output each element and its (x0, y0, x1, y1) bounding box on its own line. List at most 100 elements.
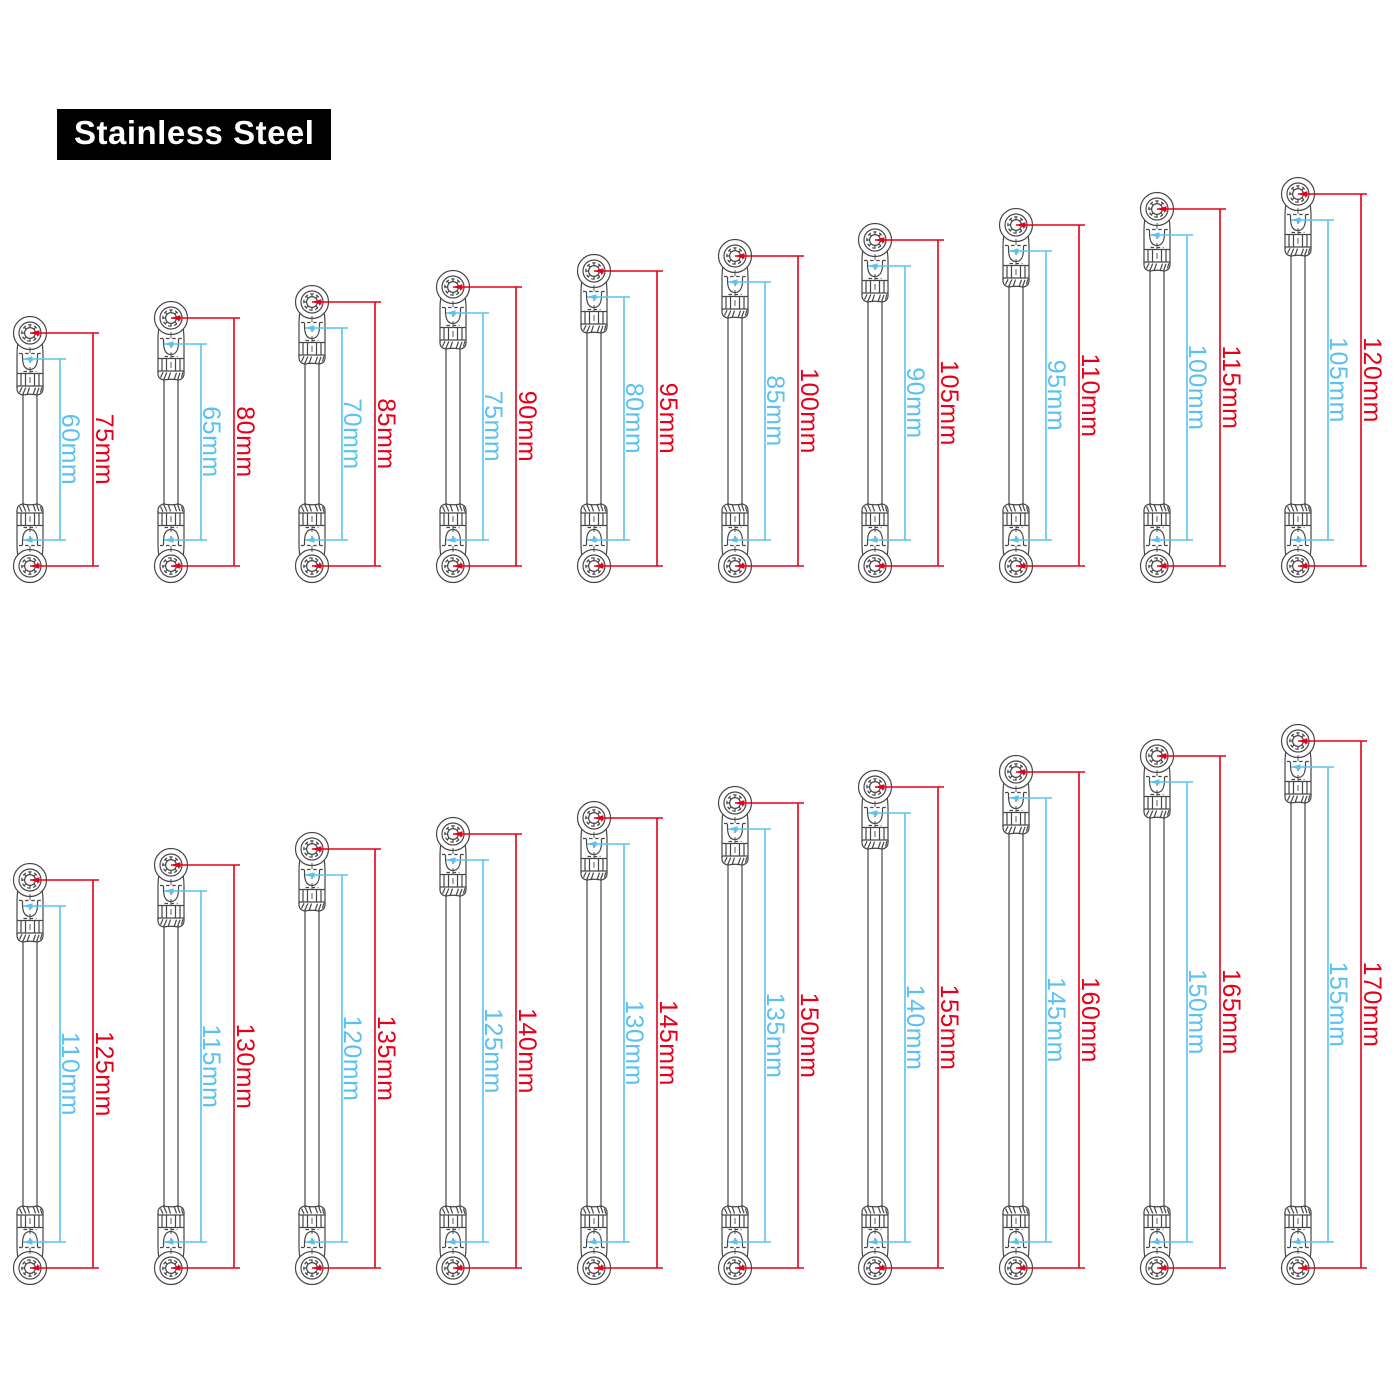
outer-dimension-lines (453, 284, 522, 569)
outer-dimension-lines (875, 237, 944, 569)
outer-length-label: 100mm (795, 368, 823, 454)
outer-length-label: 95mm (654, 383, 682, 454)
outer-length-label: 160mm (1076, 977, 1104, 1063)
inner-dimension-lines (1150, 779, 1193, 1245)
rod-figure-120mm: 120mm 105mm (1280, 176, 1386, 584)
rod-drawing (998, 754, 1034, 1286)
rod-figure-135mm: 135mm 120mm (294, 831, 400, 1286)
material-title: Stainless Steel (57, 109, 332, 160)
rod-drawing (153, 847, 189, 1286)
rod-shaft (1149, 269, 1165, 506)
rod-figure-125mm: 125mm 110mm (12, 862, 118, 1286)
outer-dimension-lines (30, 330, 99, 569)
rod-drawing (12, 862, 48, 1286)
inner-dimension-lines (305, 325, 348, 543)
rod-shaft (22, 393, 38, 506)
rod-figure-90mm: 90mm 75mm (435, 269, 541, 584)
outer-length-label: 85mm (372, 398, 400, 469)
rod-end-bottom (717, 1205, 753, 1286)
outer-length-label: 150mm (795, 993, 823, 1079)
rod-figure-170mm: 170mm 155mm (1280, 723, 1386, 1286)
inner-length-label: 120mm (338, 1016, 366, 1102)
outer-dimension-lines (453, 831, 522, 1271)
rod-drawing (294, 831, 330, 1286)
rod-end-top (576, 800, 612, 881)
outer-length-label: 170mm (1358, 962, 1386, 1048)
rod-end-top (1139, 738, 1175, 819)
outer-length-label: 145mm (654, 1000, 682, 1086)
rod-drawing (1280, 723, 1316, 1286)
outer-length-label: 120mm (1358, 337, 1386, 423)
rod-end-bottom (1139, 1205, 1175, 1286)
outer-dimension-lines (171, 862, 240, 1271)
rod-shaft (304, 362, 320, 506)
rod-drawing (717, 785, 753, 1286)
rod-figure-165mm: 165mm 150mm (1139, 738, 1245, 1286)
rod-drawing (857, 769, 893, 1286)
inner-dimension-lines (728, 279, 771, 543)
outer-dimension-lines (171, 315, 240, 569)
inner-dimension-lines (868, 810, 911, 1245)
inner-dimension-lines (587, 294, 630, 543)
rod-drawing (576, 253, 612, 584)
rod-end-bottom (1280, 503, 1316, 584)
inner-dimension-lines (587, 841, 630, 1245)
inner-length-label: 145mm (1042, 977, 1070, 1063)
outer-dimension-lines (1016, 769, 1085, 1271)
inner-dimension-lines (164, 341, 207, 543)
rod-figure-100mm: 100mm 85mm (717, 238, 823, 584)
outer-dimension-lines (1298, 191, 1367, 569)
rod-figure-155mm: 155mm 140mm (857, 769, 963, 1286)
rod-figure-110mm: 110mm 95mm (998, 207, 1104, 584)
rod-shaft (1008, 832, 1024, 1208)
outer-dimension-lines (1016, 222, 1085, 569)
rod-figure-140mm: 140mm 125mm (435, 816, 541, 1286)
rod-drawing (12, 315, 48, 584)
rod-shaft (1008, 285, 1024, 506)
inner-dimension-lines (728, 826, 771, 1245)
rod-shaft (586, 331, 602, 506)
rod-end-top (153, 847, 189, 928)
inner-length-label: 150mm (1183, 969, 1211, 1055)
rod-end-top (1280, 723, 1316, 804)
rod-shaft (445, 347, 461, 506)
inner-dimension-lines (305, 872, 348, 1245)
rod-end-bottom (153, 503, 189, 584)
outer-dimension-lines (1298, 738, 1367, 1271)
rod-end-bottom (857, 503, 893, 584)
rod-drawing (998, 207, 1034, 584)
outer-dimension-lines (735, 800, 804, 1271)
rod-drawing (1139, 738, 1175, 1286)
inner-dimension-lines (1009, 248, 1052, 543)
inner-length-label: 80mm (620, 383, 648, 454)
rod-end-bottom (998, 1205, 1034, 1286)
rod-end-top (12, 862, 48, 943)
inner-dimension-lines (23, 903, 66, 1245)
inner-length-label: 100mm (1183, 345, 1211, 431)
rod-end-bottom (857, 1205, 893, 1286)
rod-end-top (435, 816, 471, 897)
rod-shaft (1290, 801, 1306, 1208)
rod-shaft (727, 316, 743, 506)
rod-end-bottom (717, 503, 753, 584)
rod-figure-105mm: 105mm 90mm (857, 222, 963, 584)
rod-shaft (867, 300, 883, 506)
inner-dimension-lines (446, 310, 489, 543)
rod-end-top (1280, 176, 1316, 257)
outer-dimension-lines (594, 815, 663, 1271)
rod-end-top (717, 238, 753, 319)
rod-end-top (435, 269, 471, 350)
rod-figure-80mm: 80mm 65mm (153, 300, 259, 584)
outer-length-label: 155mm (935, 985, 963, 1071)
rod-figure-145mm: 145mm 130mm (576, 800, 682, 1286)
rod-end-bottom (153, 1205, 189, 1286)
outer-length-label: 75mm (90, 414, 118, 485)
rod-drawing (576, 800, 612, 1286)
rod-end-top (12, 315, 48, 396)
rod-end-bottom (998, 503, 1034, 584)
rod-end-bottom (294, 1205, 330, 1286)
rod-shaft (586, 878, 602, 1208)
rod-end-top (998, 754, 1034, 835)
inner-length-label: 95mm (1042, 360, 1070, 431)
